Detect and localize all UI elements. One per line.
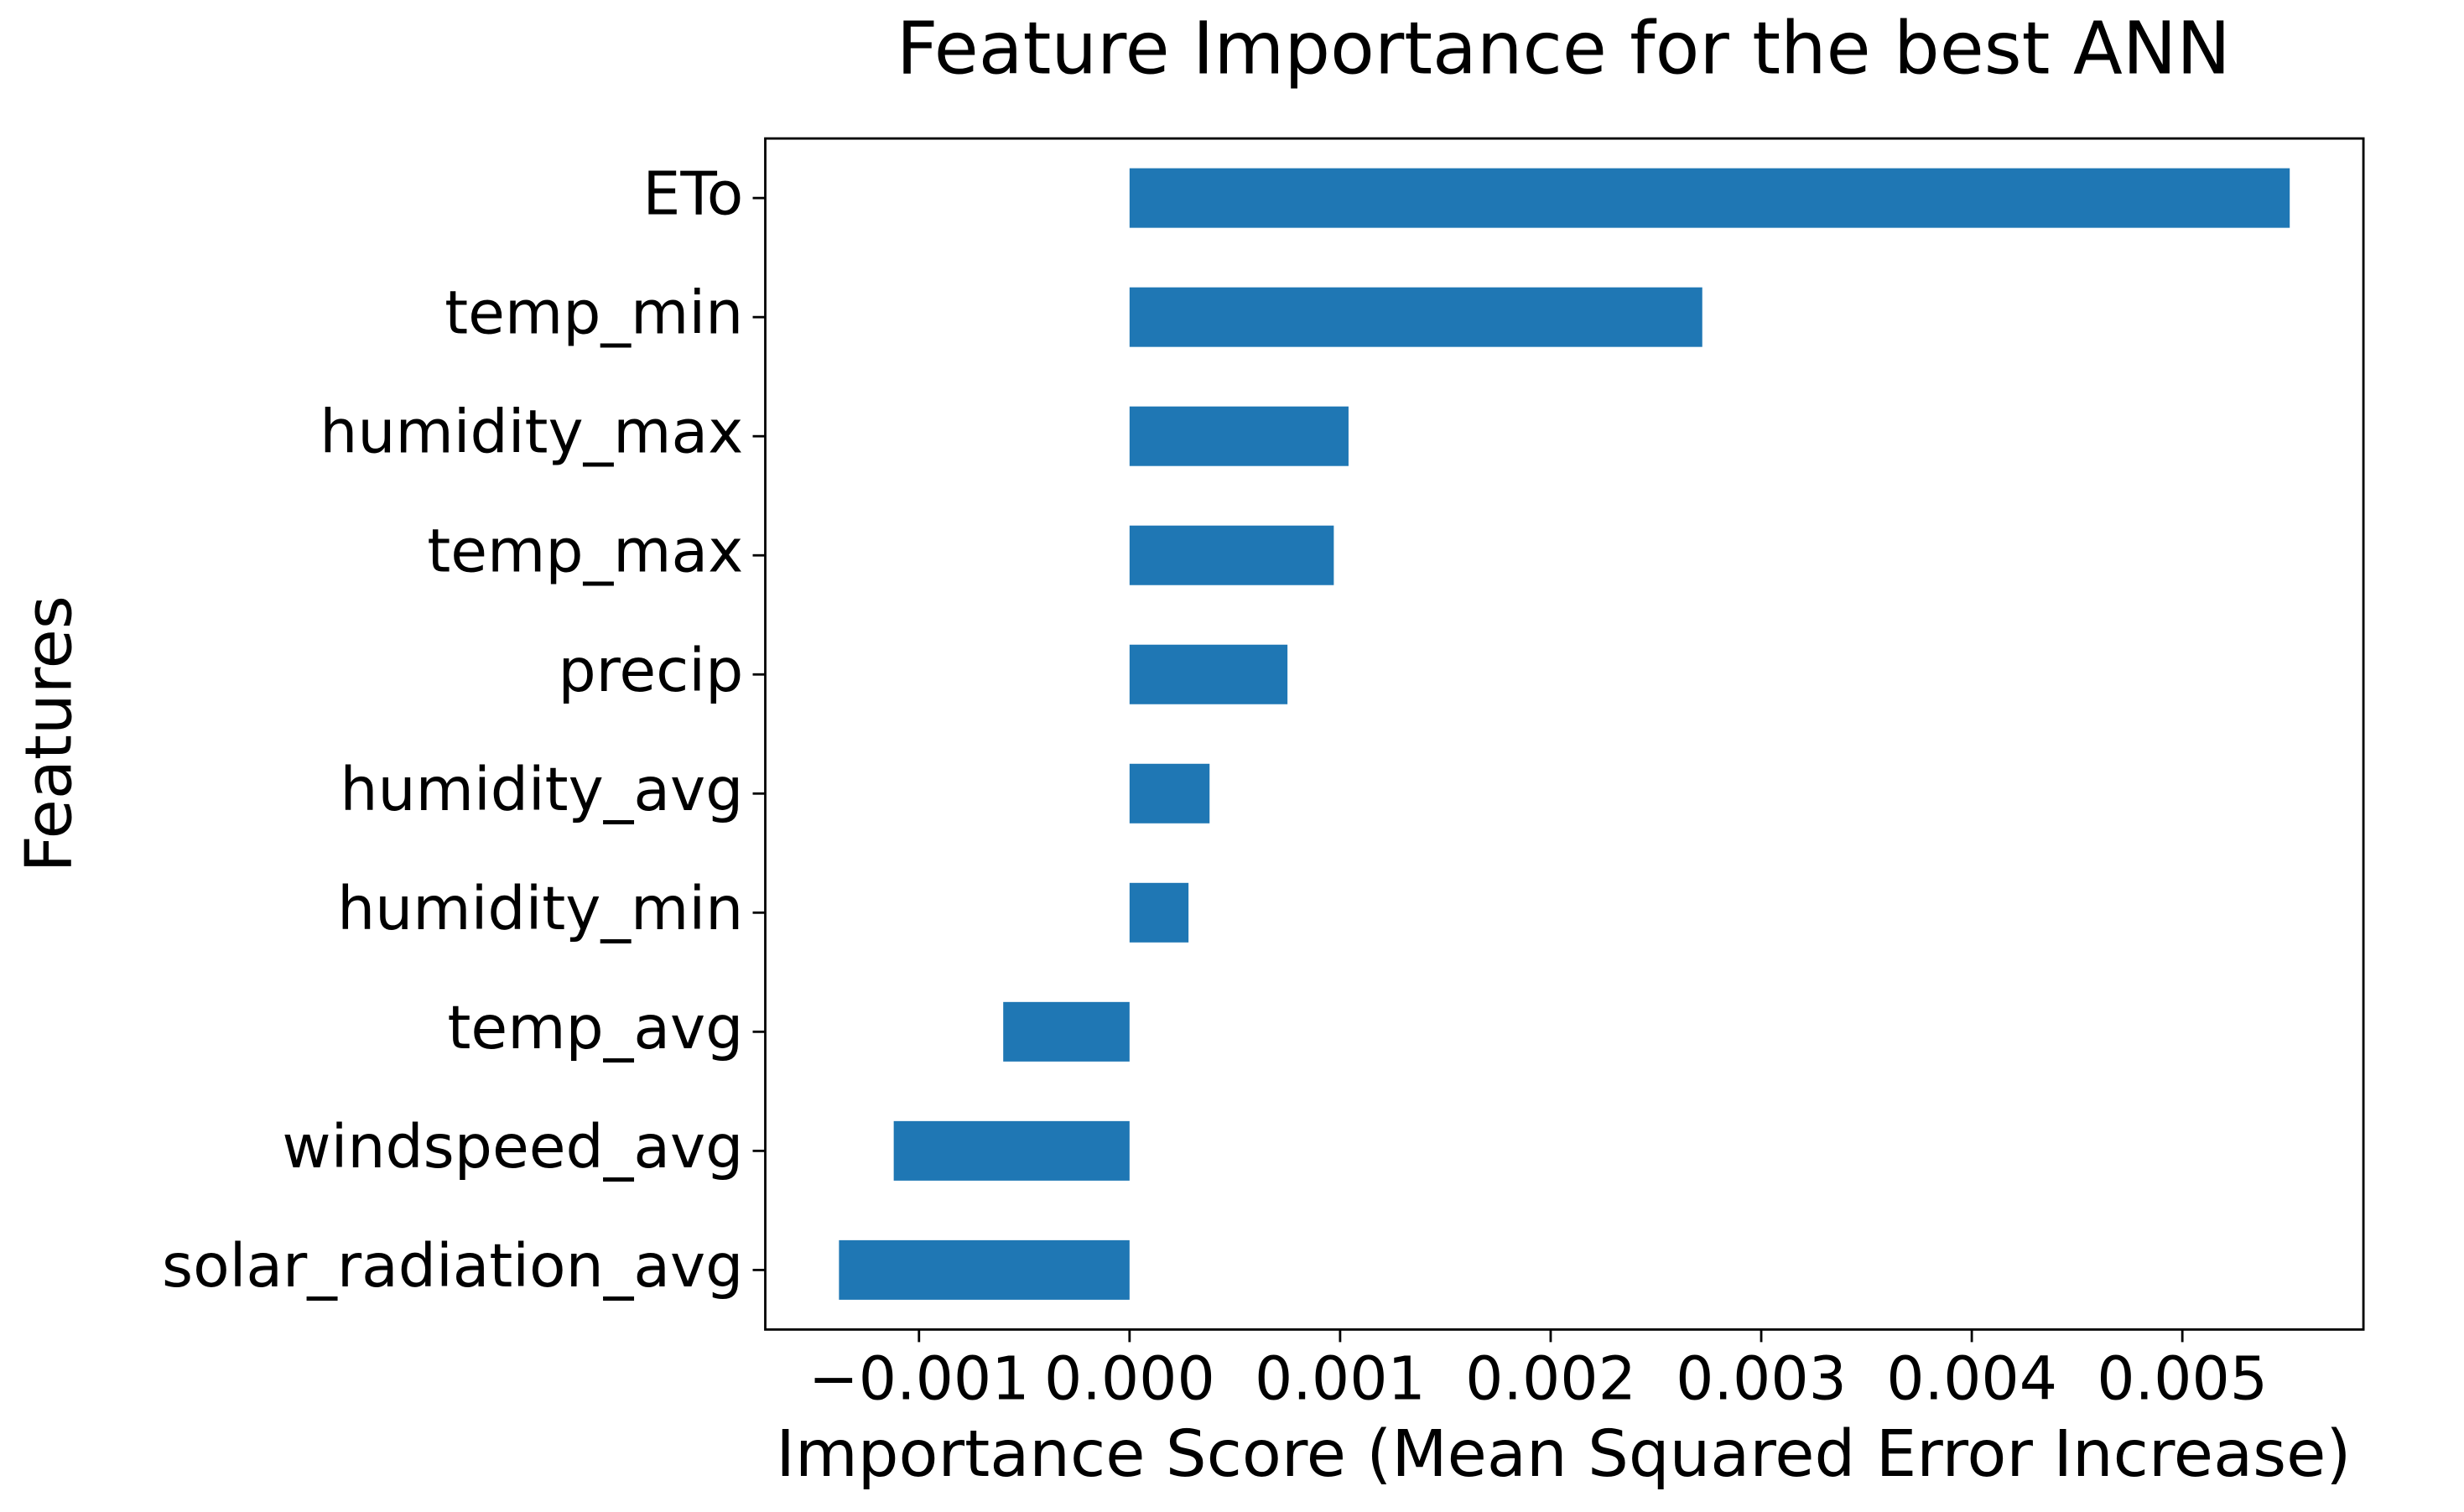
- bar: [1129, 287, 1702, 347]
- y-tick-label: solar_radiation_avg: [162, 1231, 743, 1301]
- y-tick-label: humidity_avg: [340, 755, 743, 824]
- y-tick-label: precip: [558, 636, 743, 705]
- y-tick-label: humidity_max: [320, 397, 743, 467]
- x-axis-label: Importance Score (Mean Squared Error Inc…: [776, 1417, 2351, 1492]
- y-tick-label: ETo: [642, 159, 743, 229]
- bar: [1129, 406, 1349, 466]
- bar: [1129, 882, 1189, 943]
- x-tick-label: −0.001: [808, 1344, 1029, 1414]
- bar: [893, 1120, 1130, 1181]
- y-tick-label: windspeed_avg: [282, 1112, 743, 1182]
- y-axis-label: Features: [13, 595, 87, 872]
- bar: [839, 1239, 1130, 1300]
- bar: [1003, 1001, 1130, 1062]
- y-tick-label: temp_max: [427, 517, 743, 586]
- y-tick-label: temp_avg: [447, 993, 743, 1063]
- bar: [1129, 644, 1288, 704]
- x-tick-label: 0.004: [1886, 1344, 2057, 1414]
- x-tick-label: 0.002: [1465, 1344, 1636, 1414]
- bar: [1129, 525, 1334, 585]
- x-tick-label: 0.003: [1676, 1344, 1847, 1414]
- x-tick-label: 0.001: [1255, 1344, 1426, 1414]
- bar: [1129, 763, 1210, 824]
- x-tick-label: 0.000: [1044, 1344, 1215, 1414]
- x-tick-label: 0.005: [2097, 1344, 2268, 1414]
- bar: [1129, 168, 2290, 228]
- chart-title: Feature Importance for the best ANN: [897, 7, 2231, 91]
- y-tick-label: humidity_min: [337, 874, 743, 943]
- plot-frame: [764, 137, 2365, 1331]
- y-tick-label: temp_min: [444, 278, 743, 348]
